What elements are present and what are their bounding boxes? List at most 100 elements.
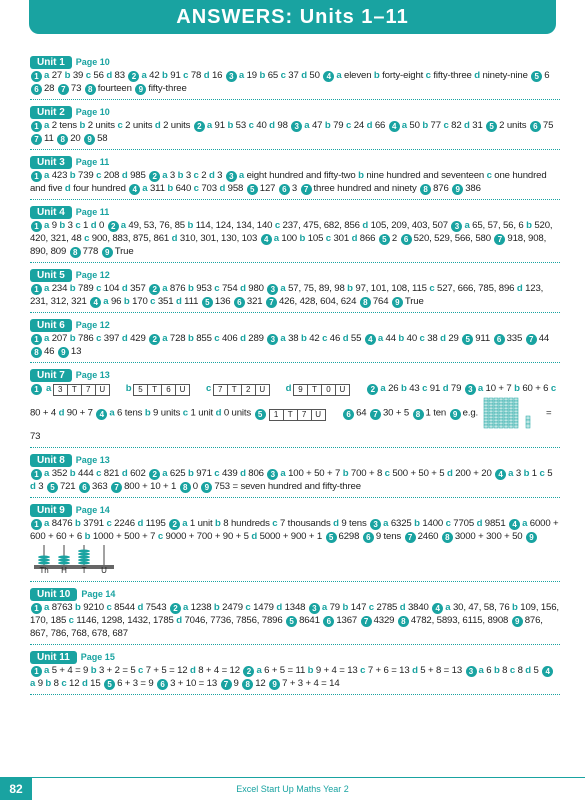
unit-heading: Unit 7 Page 13 xyxy=(30,366,560,382)
question-number: 4 xyxy=(542,666,554,677)
place-value-box: T xyxy=(66,384,82,396)
answer-text: a 423 b 739 c 208 d 985 xyxy=(44,170,146,181)
place-value-box: 2 xyxy=(240,384,256,396)
question-number: 6 xyxy=(343,408,355,420)
question-number: 3 xyxy=(308,603,320,614)
question-number: 6 xyxy=(362,532,374,543)
answer-text: 30 + 5 xyxy=(382,407,410,419)
place-value-box: 6 xyxy=(160,384,176,396)
answer-text: a 49, 53, 76, 85 b 114, 124, 134, 140 c … xyxy=(120,220,448,231)
answer-text: a 8476 b 3791 c 2246 d 1195 xyxy=(44,518,166,529)
answer-text: a 9 b 8 c 12 d 15 xyxy=(30,678,101,689)
place-value-box: 7 xyxy=(212,384,228,396)
answer-text: 2 units xyxy=(499,120,527,131)
answer-text: 918, 908, 890, 809 xyxy=(30,233,547,257)
unit-section: Unit 10 Page 14 1 a 8763 b 9210 c 8544 d 75… xyxy=(30,582,560,645)
page-ref: Page 15 xyxy=(80,652,115,662)
question-number: 4 xyxy=(388,121,400,132)
question-number: 5 xyxy=(378,234,390,245)
abacus-label: H xyxy=(61,566,67,575)
question-number: 7 xyxy=(525,334,537,345)
question-number: 2 xyxy=(367,384,379,395)
question-number: 9 xyxy=(391,297,403,308)
answer-text: 11 xyxy=(44,133,54,144)
question-number: 3 xyxy=(465,666,477,677)
question-number: 5 xyxy=(462,334,474,345)
question-number: 7 xyxy=(360,616,372,627)
answer-text: 64 xyxy=(356,407,367,419)
question-number: 1 xyxy=(31,384,42,395)
place-value-box: U xyxy=(174,384,190,396)
answer-text: a 5 + 4 = 9 b 3 + 2 = 5 c 7 + 5 = 12 d 8… xyxy=(44,665,240,676)
answer-text: a eight hundred and fifty-two b nine hun… xyxy=(30,170,547,194)
question-number: 2 xyxy=(243,666,255,677)
base-ten-blocks xyxy=(483,397,531,429)
answer-text: 876, 867, 786, 768, 678, 687 xyxy=(30,615,543,639)
answer-text: a 6000 + 600 + 60 + 6 b 1000 + 500 + 7 c… xyxy=(30,518,559,542)
answer-text: 520, 529, 566, 580 xyxy=(413,233,491,244)
question-number: 2 xyxy=(149,334,161,345)
answer-text: 136 xyxy=(214,296,231,307)
unit-section: Unit 11 Page 15 1 a 5 + 4 = 9 b 3 + 2 = 5 c… xyxy=(30,645,560,695)
page-ref: Page 12 xyxy=(75,320,110,330)
question-number: 9 xyxy=(526,532,537,543)
answer-text: a 8763 b 9210 c 8544 d 7543 xyxy=(44,602,167,613)
unit-heading: Unit 8 Page 13 xyxy=(30,451,560,467)
question-number: 6 xyxy=(79,482,91,493)
answer-text: 4329 xyxy=(373,615,395,626)
answer-text: 9 xyxy=(233,678,239,689)
question-number: 8 xyxy=(69,247,81,258)
abacus-label: Th xyxy=(39,566,49,575)
question-number: 7 xyxy=(369,408,381,420)
question-number: 5 xyxy=(46,482,58,493)
unit-heading: Unit 9 Page 14 xyxy=(30,501,560,517)
answer-text: a 38 b 42 c 46 d 55 xyxy=(280,333,362,344)
question-number: 2 xyxy=(149,171,161,182)
answer-text: 28 xyxy=(44,83,55,94)
question-number: 1 xyxy=(31,469,42,480)
question-number: 3 xyxy=(225,71,237,82)
answer-text: 778 xyxy=(82,246,99,257)
header: ANSWERS: Units 1–11 xyxy=(29,0,556,34)
answer-text: 386 xyxy=(465,183,481,194)
question-number: 2 xyxy=(149,284,161,295)
answer-text: a 65, 57, 56, 6 b 520, 420, 321, 48 c 90… xyxy=(30,220,553,244)
answer-text: a 9 b 3 c 1 d 0 xyxy=(44,220,105,231)
answer-text: 7 + 3 + 4 = 14 xyxy=(282,678,340,689)
question-number: 4 xyxy=(364,334,376,345)
question-number: 2 xyxy=(128,71,140,82)
question-number: 7 xyxy=(111,482,123,493)
answer-text: a 26 b 43 c 91 d 79 xyxy=(380,383,462,394)
question-number: 4 xyxy=(432,603,444,614)
page-ref: Page 13 xyxy=(75,455,110,465)
answer-text: 127 xyxy=(259,183,276,194)
answer-text: 426, 428, 604, 624 xyxy=(278,296,357,307)
place-value-box: 9 xyxy=(292,384,308,396)
unit-label: Unit 8 xyxy=(30,454,72,467)
unit-label: Unit 3 xyxy=(30,156,72,169)
answer-text: 2460 xyxy=(417,531,439,542)
page-ref: Page 14 xyxy=(75,505,110,515)
question-number: 7 xyxy=(265,297,277,308)
question-number: 1 xyxy=(31,666,42,677)
answer-text: a 50 b 77 c 82 d 31 xyxy=(401,120,483,131)
answer-text: fifty-three xyxy=(148,83,187,94)
question-number: 8 xyxy=(84,84,96,95)
question-number: 9 xyxy=(449,408,461,420)
page-ref: Page 13 xyxy=(75,370,110,380)
question-number: 9 xyxy=(269,679,281,690)
question-number: 8 xyxy=(57,134,69,145)
answer-text: = 73 xyxy=(30,407,552,442)
unit-label: Unit 1 xyxy=(30,56,72,69)
